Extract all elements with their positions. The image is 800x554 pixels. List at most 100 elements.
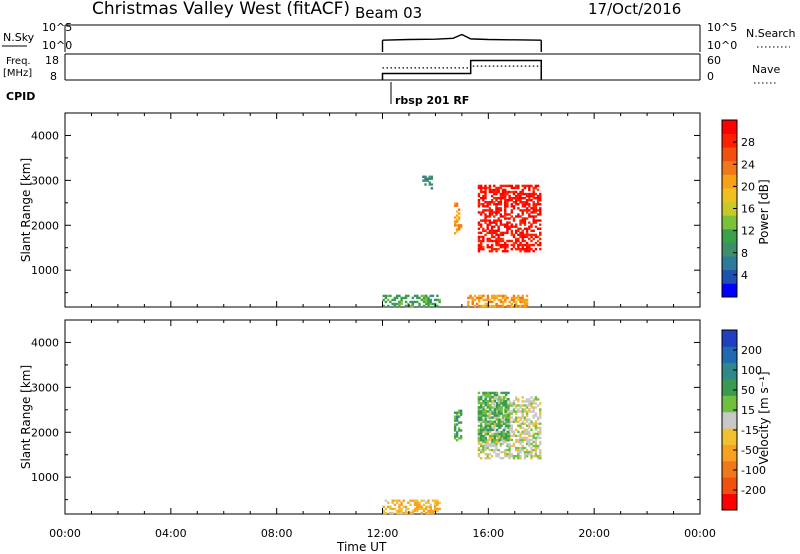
echo-cell	[477, 448, 481, 452]
echo-cell	[512, 207, 516, 210]
echo-cell	[534, 442, 538, 446]
echo-cell	[517, 184, 520, 188]
echo-cell	[484, 412, 487, 415]
echo-cell	[407, 507, 410, 511]
echo-cell	[482, 434, 485, 438]
echo-cell	[493, 393, 497, 397]
echo-cell	[495, 412, 499, 415]
echo-cell	[499, 231, 503, 235]
echo-cell	[514, 247, 518, 251]
echo-cell	[480, 412, 483, 415]
echo-cell	[497, 448, 500, 452]
echo-cell	[488, 452, 492, 456]
echo-cell	[493, 201, 496, 204]
echo-cell	[499, 442, 503, 446]
echo-cell	[517, 296, 520, 300]
echo-cell	[424, 175, 427, 178]
echo-cell	[416, 294, 419, 298]
echo-cell	[512, 432, 516, 436]
echo-cell	[514, 300, 518, 304]
echo-cell	[497, 209, 500, 212]
echo-cell	[486, 430, 490, 434]
echo-cell	[523, 404, 527, 407]
echo-cell	[479, 448, 483, 452]
echo-cell	[453, 433, 457, 436]
echo-cell	[517, 424, 520, 427]
echo-cell	[477, 420, 481, 423]
echo-cell	[429, 300, 432, 304]
echo-cell	[479, 426, 483, 429]
echo-cell	[477, 397, 481, 401]
echo-cell	[489, 391, 492, 395]
echo-cell	[433, 505, 437, 509]
echo-cell	[488, 414, 492, 417]
echo-cell	[514, 448, 518, 452]
echo-cell	[436, 509, 439, 513]
echo-cell	[501, 416, 505, 419]
echo-cell	[536, 426, 540, 429]
echo-cell	[488, 184, 492, 188]
echo-cell	[525, 211, 529, 214]
echo-cell	[502, 397, 506, 401]
echo-cell	[484, 446, 487, 450]
echo-cell	[532, 416, 535, 419]
echo-cell	[530, 446, 533, 450]
echo-cell	[534, 396, 538, 399]
echo-cell	[510, 302, 514, 306]
echo-cell	[510, 298, 514, 302]
echo-cell	[484, 217, 487, 220]
echo-cell	[484, 439, 487, 442]
echo-cell	[525, 436, 529, 440]
echo-cell	[455, 431, 459, 434]
echo-cell	[453, 224, 457, 227]
echo-cell	[504, 223, 507, 226]
echo-cell	[525, 235, 529, 239]
echo-cell	[510, 410, 513, 413]
echo-cell	[455, 439, 459, 442]
echo-cell	[519, 243, 522, 247]
echo-cell	[486, 223, 489, 226]
echo-cell	[519, 215, 522, 218]
echo-cell	[512, 434, 516, 438]
echo-cell	[384, 511, 388, 515]
echo-cell	[536, 198, 540, 202]
echo-cell	[411, 304, 415, 308]
echo-cell	[510, 211, 513, 214]
echo-cell	[523, 227, 527, 230]
echo-cell	[506, 296, 509, 300]
echo-cell	[517, 229, 520, 233]
echo-cell	[519, 223, 522, 226]
echo-cell	[501, 250, 505, 253]
echo-cell	[508, 221, 511, 224]
echo-cell	[532, 422, 535, 425]
echo-cell	[484, 442, 487, 446]
echo-cell	[501, 418, 505, 421]
echo-cell	[391, 501, 394, 504]
echo-cell	[504, 209, 507, 212]
echo-cell	[429, 294, 432, 298]
echo-cell	[525, 410, 529, 413]
echo-cell	[493, 196, 496, 200]
echo-cell	[486, 215, 489, 218]
echo-cell	[484, 444, 487, 448]
echo-cell	[519, 440, 522, 444]
echo-cell	[433, 501, 437, 504]
echo-cell	[386, 304, 390, 308]
echo-cell	[528, 192, 531, 196]
echo-cell	[480, 424, 483, 428]
echo-cell	[482, 190, 485, 194]
echo-cell	[482, 420, 485, 423]
echo-cell	[510, 420, 513, 423]
echo-cell	[490, 243, 494, 247]
echo-cell	[532, 194, 535, 198]
echo-cell	[523, 454, 527, 458]
echo-cell	[453, 427, 457, 430]
echo-cell	[427, 505, 430, 509]
echo-cell	[539, 448, 542, 452]
echo-cell	[532, 211, 535, 214]
echo-cell	[502, 422, 506, 425]
echo-cell	[510, 229, 513, 233]
echo-cell	[477, 446, 481, 450]
echo-cell	[499, 203, 503, 206]
echo-cell	[528, 196, 531, 200]
